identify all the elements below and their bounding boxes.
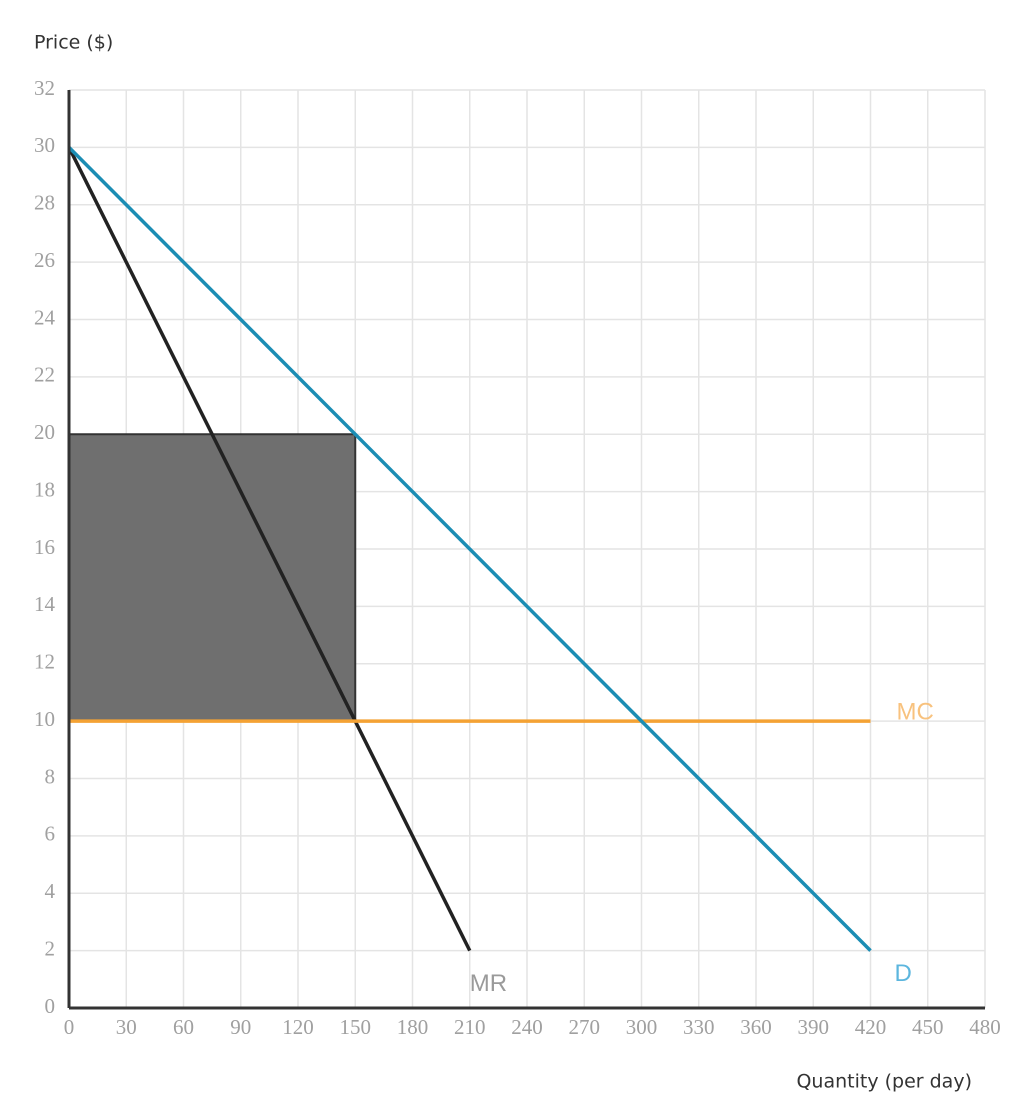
x-tick-label: 30 (116, 1015, 137, 1039)
x-axis-title: Quantity (per day) (796, 1071, 972, 1093)
y-tick-label: 2 (45, 936, 56, 960)
series-line (67, 146, 872, 952)
x-tick-label: 120 (282, 1015, 314, 1039)
x-tick-label: 0 (64, 1015, 75, 1039)
x-tick-label: 330 (683, 1015, 715, 1039)
shaded-region (68, 433, 357, 723)
x-tick-label: 210 (454, 1015, 486, 1039)
y-tick-label: 4 (45, 879, 56, 903)
series-label: MR (470, 970, 507, 997)
y-tick-label: 18 (34, 477, 55, 501)
x-tick-label: 150 (340, 1015, 372, 1039)
y-tick-label: 32 (34, 76, 55, 100)
y-tick-label: 30 (34, 133, 55, 157)
x-tick-label: 300 (626, 1015, 658, 1039)
y-axis-title: Price ($) (34, 32, 113, 54)
y-tick-label: 10 (34, 707, 55, 731)
y-tick-label: 6 (45, 822, 56, 846)
y-tick-label: 12 (34, 650, 55, 674)
x-tick-label: 270 (569, 1015, 601, 1039)
x-tick-label: 420 (855, 1015, 887, 1039)
y-tick-label: 26 (34, 248, 55, 272)
y-tick-label: 14 (34, 592, 56, 616)
y-tick-label: 28 (34, 191, 55, 215)
y-tick-label: 22 (34, 363, 55, 387)
x-tick-label: 360 (740, 1015, 772, 1039)
series-label: MC (897, 698, 934, 725)
x-tick-label: 180 (397, 1015, 429, 1039)
y-tick-label: 16 (34, 535, 55, 559)
x-tick-label: 390 (798, 1015, 830, 1039)
x-tick-label: 240 (511, 1015, 543, 1039)
x-tick-label: 90 (230, 1015, 251, 1039)
y-tick-label: 0 (45, 994, 56, 1018)
x-tick-label: 480 (969, 1015, 1001, 1039)
y-tick-label: 24 (34, 305, 56, 329)
series-label: D (895, 960, 912, 987)
series-line (67, 146, 472, 952)
y-tick-label: 20 (34, 420, 55, 444)
x-tick-label: 60 (173, 1015, 194, 1039)
x-tick-label: 450 (912, 1015, 944, 1039)
y-tick-label: 8 (45, 764, 56, 788)
